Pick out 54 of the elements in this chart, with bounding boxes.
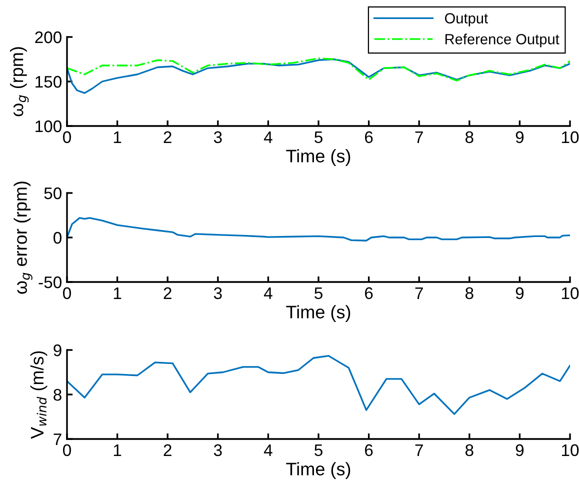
x-tick-label: 10 <box>562 444 579 456</box>
line-series <box>67 217 570 242</box>
x-tick-label: 7 <box>415 131 423 143</box>
x-tick-label: 4 <box>264 287 272 299</box>
x-tick-label: 9 <box>516 444 524 456</box>
x-tick-label: 4 <box>264 444 272 456</box>
x-tick-label: 6 <box>365 444 373 456</box>
x-tick-label: 2 <box>164 287 172 299</box>
y-tick-label: -50 <box>38 276 62 288</box>
x-tick-label: 5 <box>314 287 322 300</box>
x-tick-label: 5 <box>314 131 322 144</box>
x-tick-label: 2 <box>164 444 172 456</box>
line-series <box>67 58 570 82</box>
x-tick-label: 1 <box>114 131 122 143</box>
x-tick-label: 6 <box>365 287 373 300</box>
x-tick-label: 7 <box>415 444 423 456</box>
x-tick-label: 10 <box>562 131 579 144</box>
x-tick-label: 8 <box>465 131 474 144</box>
x-tick-label: 3 <box>214 287 222 300</box>
x-tick-label: 3 <box>214 444 222 456</box>
x-tick-label: 0 <box>63 444 71 456</box>
x-tick-label: 3 <box>214 131 222 144</box>
x-tick-label: 6 <box>365 131 373 144</box>
x-tick-label: 9 <box>516 287 524 300</box>
y-tick-label: 100 <box>36 120 62 132</box>
y-tick-label: 0 <box>54 232 62 244</box>
x-tick-label: 8 <box>465 444 474 456</box>
x-tick-label: 1 <box>114 287 122 299</box>
x-tick-label: 5 <box>314 444 322 456</box>
y-tick-label: 50 <box>44 187 62 200</box>
y-tick-label: 7 <box>54 434 62 446</box>
x-axis-title: Time (s) <box>286 149 350 166</box>
x-axis-title: Time (s) <box>286 462 350 479</box>
y-axis-title: ω$_{g}$ error (rpm) <box>14 182 32 294</box>
x-tick-label: 2 <box>164 131 172 143</box>
x-tick-label: 4 <box>264 131 272 143</box>
x-tick-label: 8 <box>465 287 474 300</box>
y-tick-label: 150 <box>36 76 62 88</box>
x-tick-label: 0 <box>63 287 71 300</box>
x-tick-label: 1 <box>114 444 122 456</box>
y-tick-label: 9 <box>54 344 62 356</box>
x-tick-label: 9 <box>516 131 524 144</box>
x-tick-label: 10 <box>562 287 579 300</box>
y-axis-title: V$_{wind}$ (m/s) <box>30 351 48 439</box>
x-axis-title: Time (s) <box>286 305 350 322</box>
legend-label: Reference Output <box>445 34 560 48</box>
line-series <box>67 354 570 415</box>
x-tick-label: 0 <box>63 131 71 144</box>
legend-label: Output <box>444 13 488 26</box>
y-tick-label: 8 <box>54 388 62 401</box>
y-tick-label: 200 <box>35 31 62 44</box>
x-tick-label: 7 <box>415 287 423 299</box>
y-axis-title: ω$_{g}$ (rpm) <box>10 47 29 116</box>
line-series <box>67 58 570 94</box>
